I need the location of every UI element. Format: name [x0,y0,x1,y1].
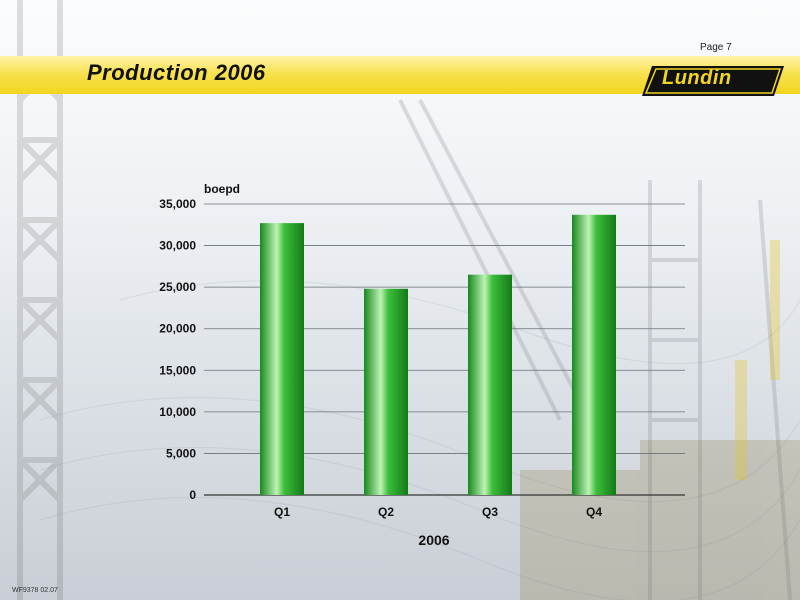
y-axis-label: boepd [204,182,240,196]
page-number: Page 7 [700,42,732,53]
y-tick-label: 15,000 [159,363,196,377]
bar-q3 [468,274,512,495]
logo-text: Lundin [662,67,732,89]
y-tick-label: 25,000 [159,280,196,294]
bar-q1 [260,223,304,495]
bar-q2 [364,288,408,495]
y-tick-label: 30,000 [159,239,196,253]
y-tick-label: 35,000 [159,197,196,211]
x-tick-label: Q4 [586,505,602,519]
y-tick-label: 10,000 [159,405,196,419]
document-code: WF9378 02.07 [12,587,58,594]
y-tick-label: 5,000 [166,446,196,460]
x-tick-label: Q1 [274,505,290,519]
bar-q4 [572,214,616,495]
y-tick-label: 0 [189,488,196,502]
x-tick-label: Q3 [482,505,498,519]
x-axis-label: 2006 [418,532,449,548]
y-tick-label: 20,000 [159,322,196,336]
page-title: Production 2006 [87,60,266,85]
lundin-logo [642,66,784,96]
x-tick-label: Q2 [378,505,394,519]
